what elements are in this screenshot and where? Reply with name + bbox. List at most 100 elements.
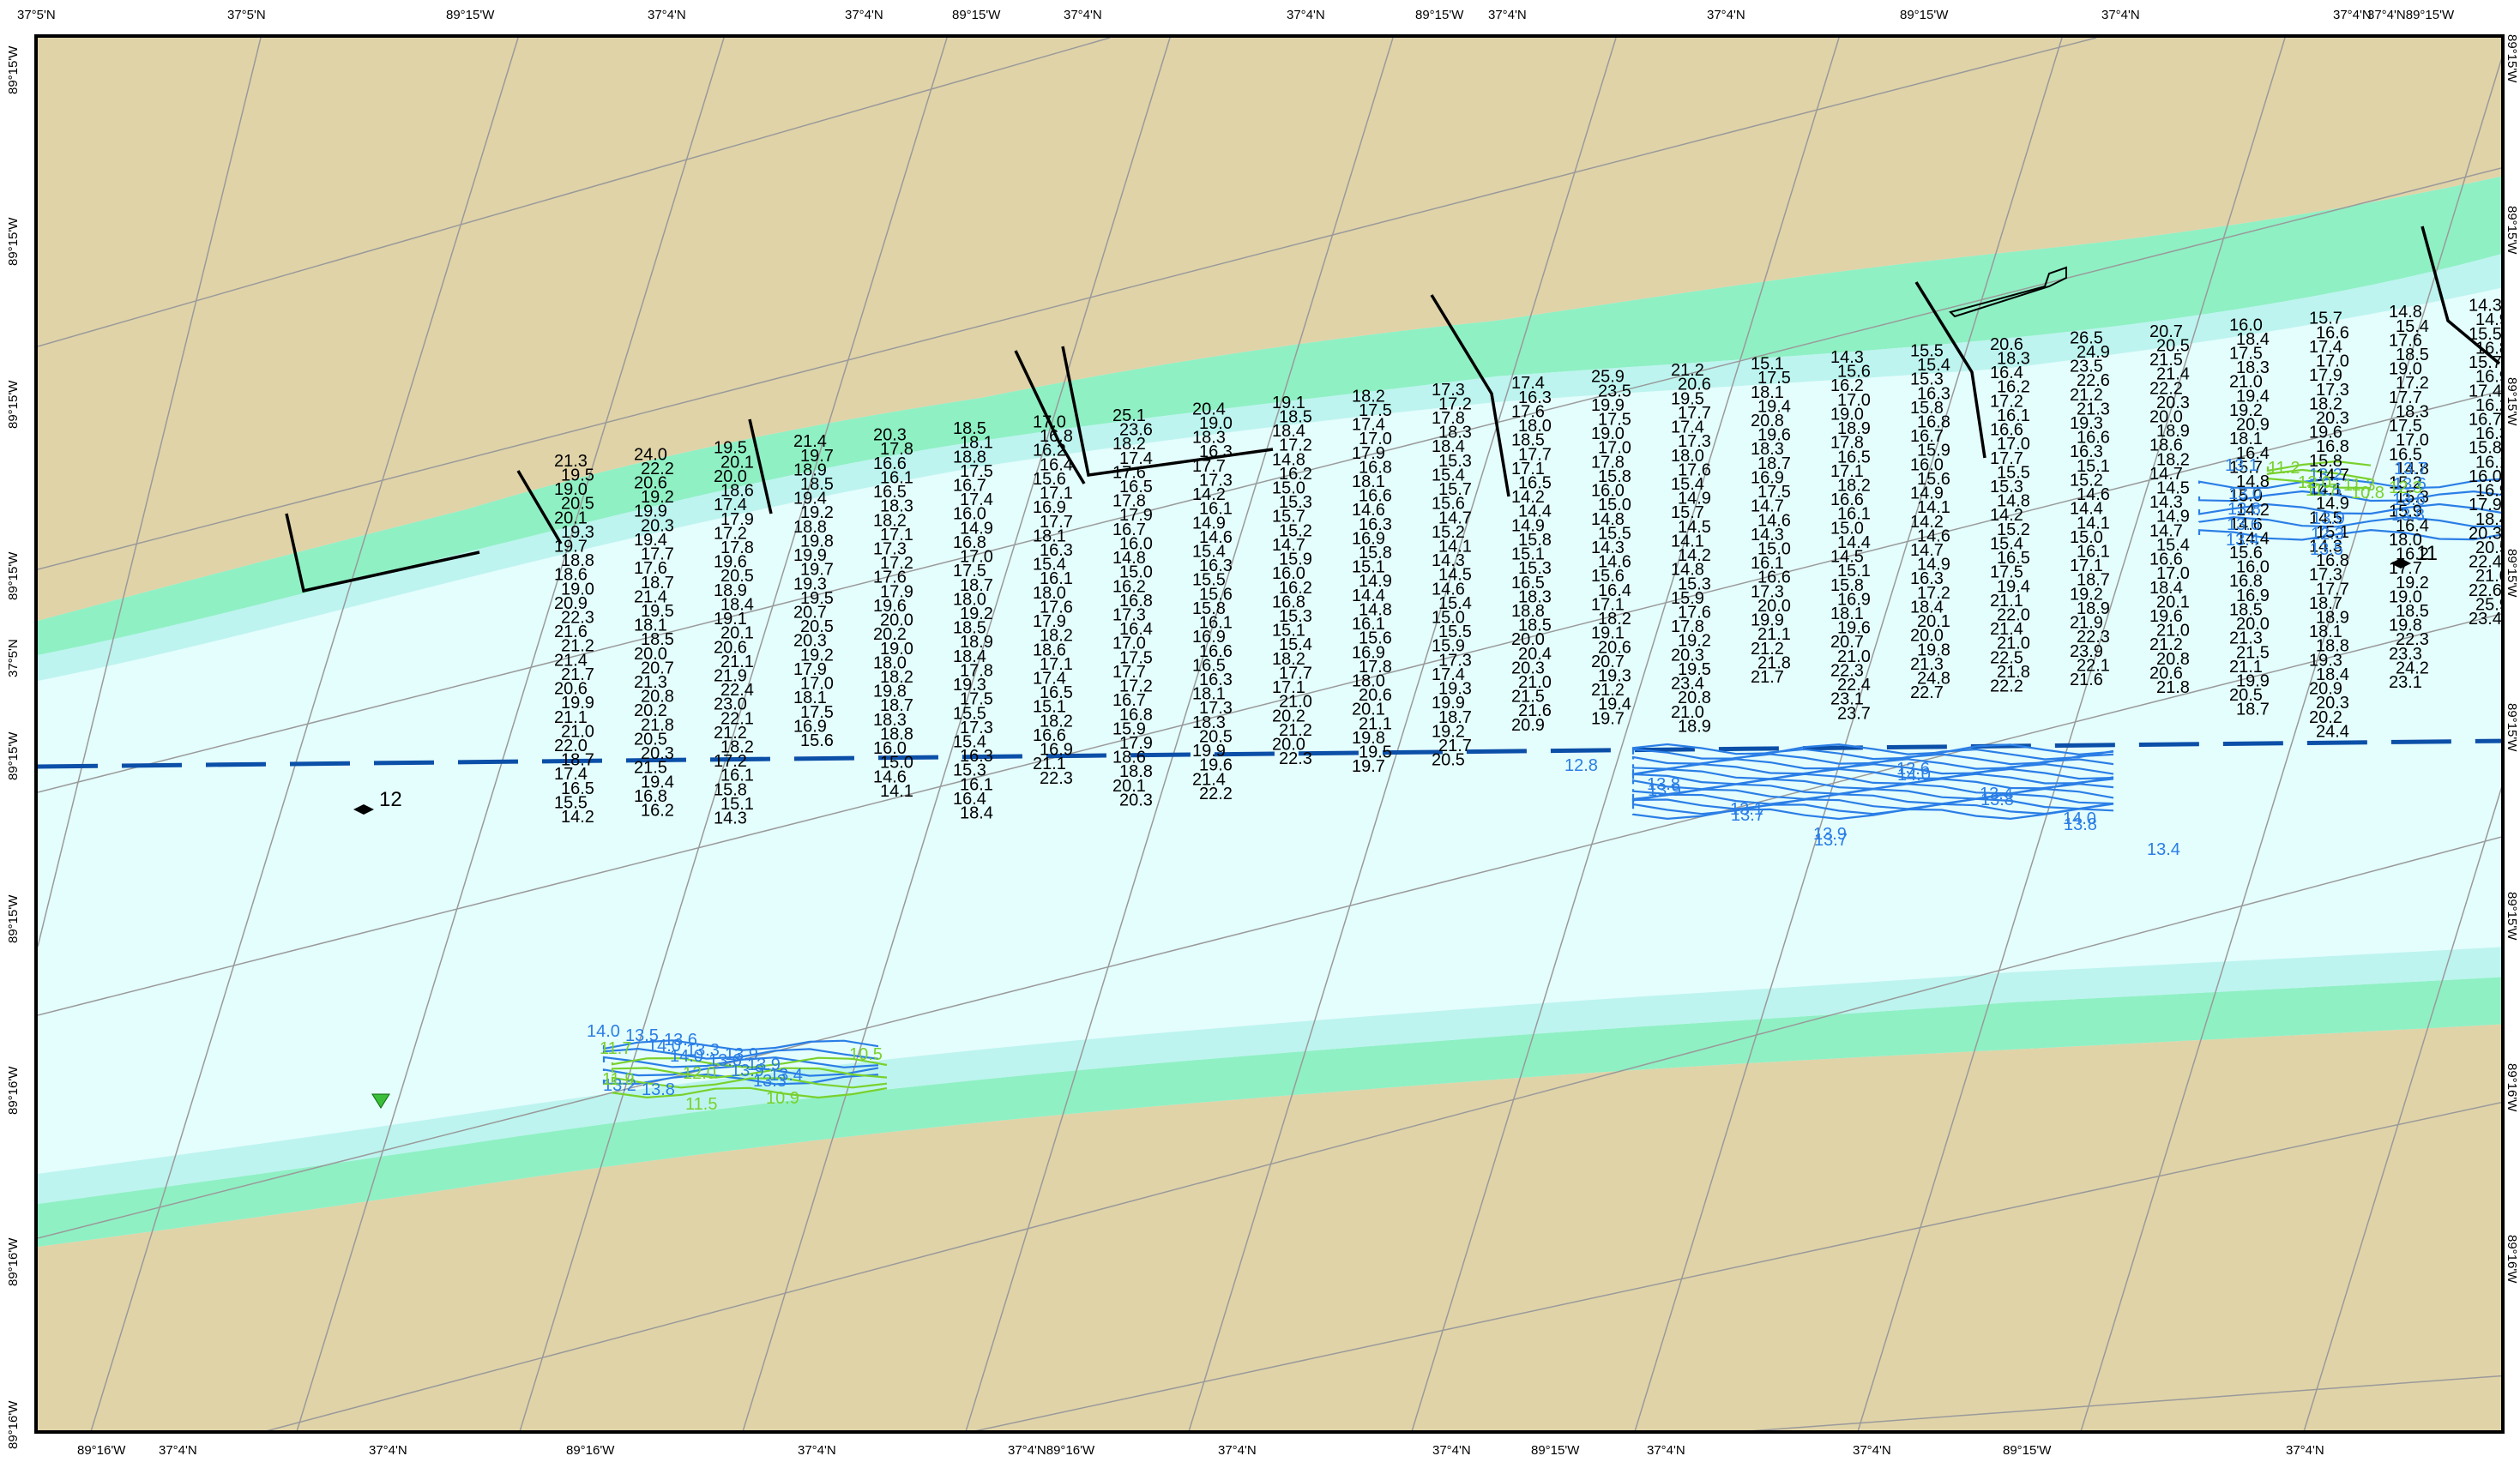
- depth-sounding: 20.0: [1910, 627, 1944, 646]
- depth-sounding: 17.5: [953, 562, 986, 581]
- wing-dike: [748, 418, 773, 514]
- depth-sounding: 21.8: [1757, 653, 1791, 672]
- depth-sounding: 20.7: [641, 659, 674, 677]
- depth-sounding: 18.0: [873, 653, 907, 672]
- station-triangle-icon[interactable]: [371, 1093, 390, 1109]
- depth-sounding: 18.3: [873, 711, 907, 730]
- depth-sounding: 16.2: [1997, 378, 2030, 397]
- depth-sounding: 18.1: [2229, 430, 2263, 448]
- depth-sounding: 15.5: [1910, 342, 1944, 361]
- depth-sounding: 15.4: [1990, 535, 2023, 554]
- depth-sounding: 19.5: [1671, 389, 1704, 408]
- depth-sounding: 20.6: [714, 638, 747, 657]
- depth-sounding: 15.4: [1432, 466, 1465, 484]
- bottom-edge-coordinate: 37°4'N: [1647, 1443, 1685, 1458]
- depth-sounding: 19.9: [1432, 694, 1465, 713]
- top-edge-coordinate: 89°15'W: [952, 8, 1001, 22]
- depth-sounding: 20.9: [554, 594, 588, 613]
- depth-sounding: 19.9: [1751, 611, 1784, 630]
- depth-sounding: 14.2: [1678, 546, 1711, 565]
- depth-sounding: 20.7: [2149, 322, 2183, 341]
- depth-sounding: 17.4: [960, 490, 993, 509]
- depth-sounding: 17.9: [1119, 734, 1153, 753]
- wing-dike: [285, 513, 480, 593]
- depth-sounding: 16.5: [561, 779, 594, 798]
- north-mid-depth: [38, 254, 2501, 681]
- bottom-edge-coordinate: 37°4'N89°16'W: [1008, 1443, 1095, 1458]
- depth-sounding: 25.1: [1112, 406, 1146, 425]
- depth-sounding: 17.0: [2316, 352, 2349, 371]
- depth-sounding: 18.1: [793, 689, 827, 707]
- depth-sounding: 18.8: [2316, 637, 2349, 656]
- depth-sounding: 17.9: [880, 582, 913, 601]
- depth-sounding-blue: 13.4: [2147, 840, 2180, 859]
- depth-sounding: 19.4: [1997, 577, 2030, 596]
- map-canvas[interactable]: 21.319.519.020.520.119.319.718.818.619.0…: [38, 38, 2505, 1434]
- depth-sounding: 18.4: [2316, 665, 2349, 684]
- depth-sounding: 22.1: [720, 709, 754, 728]
- depth-sounding: 15.1: [2077, 457, 2110, 476]
- depth-sounding-green: 10.5: [849, 1045, 883, 1064]
- depth-sounding: 17.1: [2070, 557, 2103, 575]
- survey-trackline: [602, 1047, 879, 1060]
- depth-sounding: 16.3: [2070, 442, 2103, 461]
- left-edge-coordinate: 89°16'W: [6, 1400, 21, 1449]
- depth-sounding: 17.4: [1671, 418, 1704, 437]
- depth-sounding: 21.3: [2229, 629, 2263, 648]
- depth-sounding: 14.5: [1438, 566, 1472, 585]
- depth-sounding: 20.4: [1518, 645, 1552, 664]
- wing-dike-lines: [285, 226, 2501, 593]
- depth-sounding: 20.7: [793, 604, 827, 623]
- depth-sounding: 17.8: [720, 538, 754, 557]
- depth-sounding: 15.8: [1518, 531, 1552, 550]
- depth-sounding: 18.5: [953, 619, 986, 638]
- depth-sounding: 14.3: [1591, 538, 1625, 557]
- depth-sounding: 17.6: [1112, 463, 1146, 482]
- station-diamond-icon[interactable]: [353, 804, 374, 815]
- depth-sounding: 15.3: [1438, 452, 1472, 471]
- depth-sounding: 20.8: [2156, 650, 2190, 669]
- depth-sounding: 20.1: [1352, 701, 1385, 719]
- depth-sounding: 17.8: [1112, 492, 1146, 511]
- depth-sounding: 20.1: [720, 624, 754, 643]
- depth-sounding: 19.7: [800, 561, 834, 580]
- depth-sounding: 17.0: [800, 675, 834, 694]
- survey-trackline: [1631, 762, 2114, 775]
- bathymetric-map[interactable]: 21.3 19.5 19.0 20.5 20.1 19.3 19.7 18.8 18.6 19.0…: [34, 34, 2505, 1434]
- depth-sounding: 19.2: [641, 488, 674, 507]
- depth-sounding-green: 10.9: [766, 1089, 799, 1108]
- depth-sounding: 21.9: [2070, 614, 2103, 633]
- survey-trackline: [611, 1056, 888, 1069]
- right-edge-coordinate: 89°15'W: [2505, 892, 2519, 941]
- depth-sounding: 18.7: [641, 574, 674, 593]
- depth-sounding: 14.6: [1432, 580, 1465, 599]
- graticule-line: [38, 390, 2501, 1016]
- depth-sounding: 15.6: [2229, 544, 2263, 563]
- depth-sounding: 17.4: [1352, 416, 1385, 435]
- depth-sounding-blue: 13.5: [625, 1026, 659, 1045]
- depth-sounding: 16.0: [1272, 564, 1305, 583]
- depth-sounding: 16.8: [1040, 427, 1073, 446]
- depth-sounding: 16.1: [2475, 453, 2505, 472]
- depth-sounding: 15.0: [1432, 609, 1465, 628]
- wing-dike: [1014, 350, 1086, 484]
- depth-sounding: 14.6: [2077, 485, 2110, 504]
- depth-sounding-blue: 13.4: [1980, 785, 2013, 803]
- survey-trackline: [1631, 808, 2114, 821]
- survey-trackline: [602, 1056, 879, 1068]
- depth-sounding: 16.6: [1033, 726, 1066, 745]
- graticule-line: [742, 38, 1171, 1430]
- depth-sounding: 19.8: [1352, 729, 1385, 748]
- depth-sounding: 22.7: [1910, 683, 1944, 702]
- depth-sounding: 18.7: [561, 751, 594, 770]
- depth-sounding: 14.1: [1917, 498, 1950, 517]
- depth-sounding: 17.0: [1837, 391, 1871, 410]
- depth-sounding: 14.6: [1757, 511, 1791, 530]
- depth-sounding: 20.7: [1830, 633, 1864, 652]
- depth-sounding: 21.7: [561, 665, 594, 684]
- depth-sounding: 14.9: [1192, 514, 1226, 532]
- depth-sounding: 21.9: [714, 667, 747, 686]
- depth-sounding: 19.9: [793, 546, 827, 565]
- station-diamond-icon[interactable]: [2390, 558, 2411, 569]
- depth-sounding: 14.6: [1917, 526, 1950, 545]
